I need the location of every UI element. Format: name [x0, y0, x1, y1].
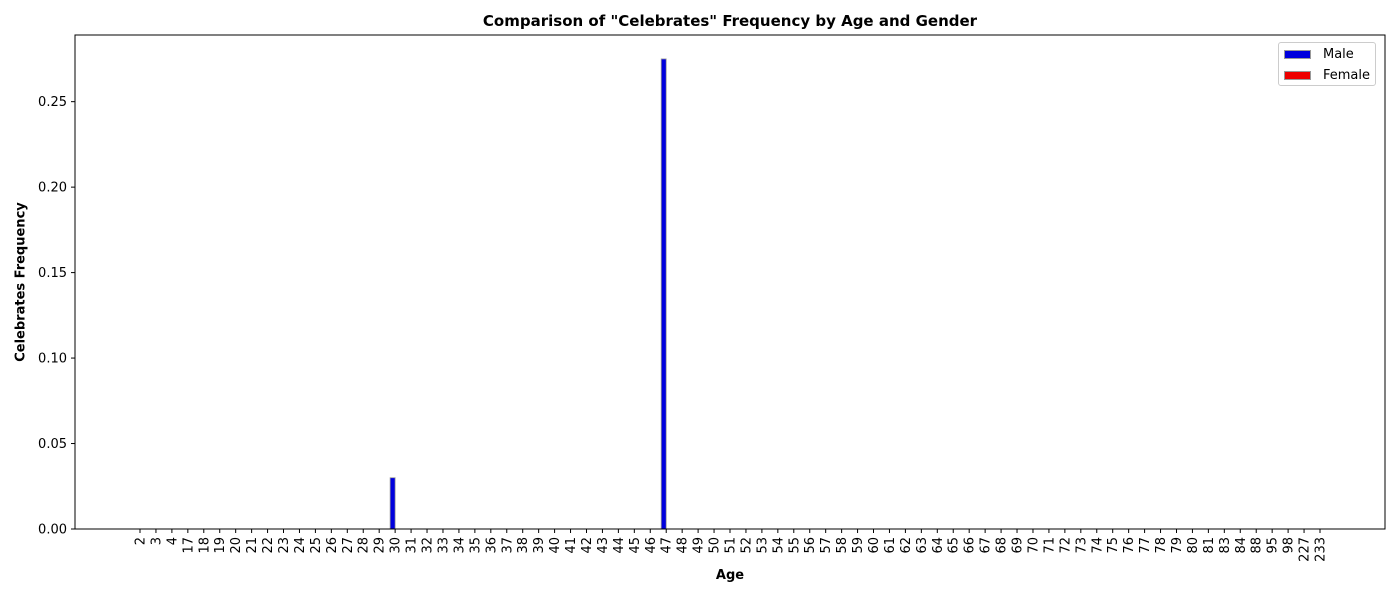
x-tick-label: 18: [197, 537, 212, 554]
bar-male-47: [660, 58, 667, 530]
x-tick-label: 75: [1106, 537, 1121, 554]
x-tick-label: 98: [1282, 537, 1297, 554]
legend-label-male: Male: [1323, 47, 1354, 62]
x-tick-label: 70: [1026, 537, 1041, 554]
x-tick-label: 64: [931, 537, 946, 554]
x-tick-label: 51: [724, 537, 739, 554]
legend-item-female: Female: [1284, 68, 1370, 84]
x-axis-label: Age: [715, 568, 745, 583]
x-tick-label: 25: [309, 537, 324, 554]
x-tick-label: 39: [532, 537, 547, 554]
x-tick-label: 35: [468, 537, 483, 554]
x-tick-label: 83: [1218, 537, 1233, 554]
y-tick-label: 0.25: [38, 95, 67, 110]
x-tick-label: 47: [660, 537, 675, 554]
x-tick-label: 58: [835, 537, 850, 554]
x-tick-label: 71: [1042, 537, 1057, 554]
x-tick-label: 67: [979, 537, 994, 554]
x-tick-label: 27: [341, 537, 356, 554]
legend-swatch-female: [1284, 71, 1311, 80]
x-tick-label: 19: [213, 537, 228, 554]
x-tick-label: 53: [755, 537, 770, 554]
x-tick-label: 65: [947, 537, 962, 554]
x-tick-label: 42: [580, 537, 595, 554]
x-tick-label: 72: [1058, 537, 1073, 554]
x-tick-label: 78: [1154, 537, 1169, 554]
x-tick-label: 40: [548, 537, 563, 554]
x-tick-label: 46: [644, 537, 659, 554]
x-tick-label: 49: [692, 537, 707, 554]
legend-label-female: Female: [1323, 68, 1371, 83]
x-tick-label: 29: [373, 537, 388, 554]
x-tick-label: 62: [899, 537, 914, 554]
x-tick-label: 54: [771, 537, 786, 554]
x-tick-label: 44: [612, 537, 627, 554]
x-tick-label: 36: [484, 537, 499, 554]
x-tick-label: 4: [165, 537, 180, 545]
x-tick-label: 21: [245, 537, 260, 554]
x-tick-label: 74: [1090, 537, 1105, 554]
legend-item-male: Male: [1284, 47, 1354, 63]
x-tick-label: 56: [803, 537, 818, 554]
x-tick-label: 24: [293, 537, 308, 554]
x-tick-label: 59: [851, 537, 866, 554]
x-tick-label: 79: [1170, 537, 1185, 554]
x-tick-label: 69: [1011, 537, 1026, 554]
x-tick-label: 41: [564, 537, 579, 554]
bar-male-30: [389, 477, 396, 530]
x-tick-label: 37: [500, 537, 515, 554]
x-tick-label: 81: [1202, 537, 1217, 554]
legend-swatch-male: [1284, 50, 1311, 59]
x-tick-label: 52: [739, 537, 754, 554]
x-tick-label: 57: [819, 537, 834, 554]
x-tick-label: 61: [883, 537, 898, 554]
bars-layer: [389, 58, 667, 530]
x-tick-label: 63: [915, 537, 930, 554]
x-tick-label: 32: [421, 537, 436, 554]
legend: Male Female: [1278, 42, 1376, 86]
x-tick-label: 73: [1074, 537, 1089, 554]
x-tick-label: 76: [1122, 537, 1137, 554]
y-axis: 0.00 0.05 0.10 0.15 0.20 0.25: [38, 95, 75, 538]
x-tick-label: 45: [628, 537, 643, 554]
y-axis-label: Celebrates Frequency: [13, 202, 29, 362]
y-tick-label: 0.00: [38, 523, 67, 538]
x-tick-label: 77: [1138, 537, 1153, 554]
x-tick-label: 88: [1250, 537, 1265, 554]
x-tick-label: 227: [1298, 537, 1313, 562]
x-tick-label: 34: [452, 537, 467, 554]
x-tick-label: 23: [277, 537, 292, 554]
x-tick-label: 3: [149, 537, 164, 545]
x-tick-label: 60: [867, 537, 882, 554]
x-tick-label: 95: [1266, 537, 1281, 554]
y-tick-label: 0.05: [38, 437, 67, 452]
x-tick-label: 17: [181, 537, 196, 554]
x-tick-label: 31: [405, 537, 420, 554]
x-tick-label: 48: [676, 537, 691, 554]
x-tick-label: 80: [1186, 537, 1201, 554]
x-tick-label: 28: [357, 537, 372, 554]
y-tick-label: 0.15: [38, 266, 67, 281]
chart-title: Comparison of "Celebrates" Frequency by …: [482, 12, 978, 30]
y-tick-label: 0.20: [38, 181, 67, 196]
x-axis: 2 3 4 17 18 19 20 21 22 23 24 25 26 27 28 29 30 31 32 33 34 3…: [134, 529, 1329, 562]
x-tick-label: 2: [134, 537, 149, 545]
y-tick-label: 0.10: [38, 352, 67, 367]
plot-frame: [74, 34, 1386, 530]
x-tick-label: 55: [787, 537, 802, 554]
x-tick-label: 66: [963, 537, 978, 554]
x-tick-label: 30: [389, 537, 404, 554]
x-tick-label: 233: [1314, 537, 1329, 562]
x-tick-label: 38: [516, 537, 531, 554]
x-tick-label: 50: [708, 537, 723, 554]
x-tick-label: 33: [436, 537, 451, 554]
x-tick-label: 43: [596, 537, 611, 554]
x-tick-label: 20: [229, 537, 244, 554]
x-tick-label: 84: [1234, 537, 1249, 554]
x-tick-label: 22: [261, 537, 276, 554]
x-tick-label: 68: [995, 537, 1010, 554]
x-tick-label: 26: [325, 537, 340, 554]
